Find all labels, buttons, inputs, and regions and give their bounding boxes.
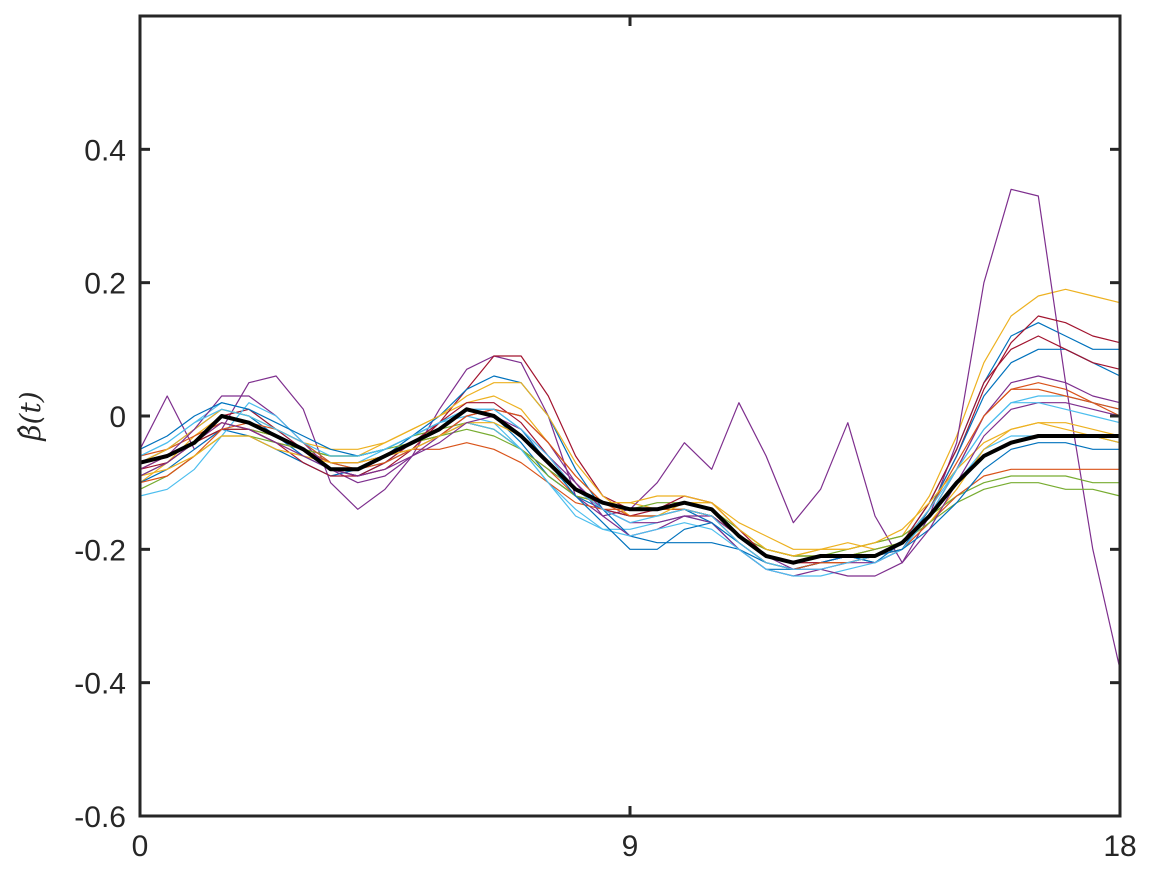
tick-marks — [138, 16, 1122, 818]
y-axis-label: β̂(t) — [14, 391, 47, 441]
y-tick-label: 0 — [109, 401, 126, 434]
y-tick-label: 0.2 — [84, 268, 126, 301]
x-tick-label: 0 — [132, 830, 149, 863]
series-line-15 — [139, 402, 1120, 570]
plot-background — [140, 16, 1120, 816]
y-tick-label: 0.4 — [84, 134, 126, 167]
series-line-19 — [139, 402, 1121, 570]
mean-curve-line — [139, 407, 1120, 565]
x-tick-label: 9 — [622, 830, 639, 863]
mean-layer — [139, 407, 1120, 565]
y-tick-label: -0.6 — [74, 801, 126, 834]
x-tick-label: 18 — [1103, 830, 1136, 863]
tick-labels: 0 9 18 -0.6 -0.4 -0.2 0 0.2 0.4 — [74, 134, 1136, 863]
y-tick-label: -0.2 — [74, 534, 126, 567]
y-tick-label: -0.4 — [74, 668, 126, 701]
